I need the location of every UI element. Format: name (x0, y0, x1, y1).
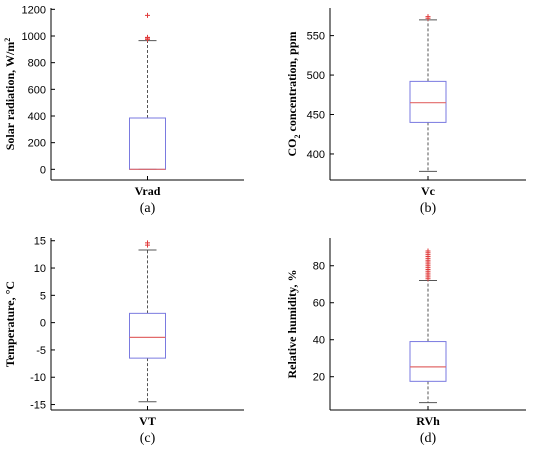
iqr-box (129, 117, 166, 170)
y-tick-label: 40 (313, 335, 325, 347)
outlier-point (425, 14, 431, 20)
y-tick-label: 500 (307, 70, 325, 82)
y-axis-label-main: Relative humidity, % (285, 269, 299, 378)
x-category-label: Vrad (135, 184, 161, 198)
y-tick-label: 5 (40, 290, 46, 302)
panel-d: 20 40 60 80 RVh Relative humidity, % (d) (285, 238, 526, 446)
y-axis-label-sup: 2 (3, 38, 12, 42)
y-axis-label-rest: concentration, ppm (285, 32, 299, 135)
y-tick-label: 550 (307, 31, 325, 43)
y-tick-label: -10 (30, 372, 46, 384)
y-tick-label: 450 (307, 110, 325, 122)
y-tick-label: 1200 (22, 4, 46, 16)
y-axis-label: Temperature, °C (3, 281, 17, 367)
outlier-point (145, 34, 150, 40)
panel-a: 0 200 400 600 800 1000 1200 Vrad Solar radiation… (3, 4, 244, 216)
y-tick-label: -5 (36, 345, 46, 357)
outlier-point (145, 12, 150, 18)
y-tick-label: 0 (40, 164, 46, 176)
y-tick-label: 200 (28, 138, 46, 150)
y-tick-label: 15 (34, 236, 46, 248)
y-axis-label-main: Temperature, °C (3, 281, 17, 367)
y-tick-label: 400 (28, 111, 46, 123)
y-tick-label: 600 (28, 84, 46, 96)
y-tick-label: -15 (30, 400, 46, 412)
y-axis-label-main: CO (285, 139, 299, 157)
iqr-box (129, 312, 166, 359)
y-axis-label: Relative humidity, % (285, 269, 299, 378)
y-axis-label: Solar radiation, W/m2 (3, 38, 17, 151)
iqr-box (409, 341, 447, 382)
y-axis-label-sub: 2 (293, 135, 302, 139)
iqr-box (409, 80, 447, 123)
panel-label: (b) (420, 201, 437, 216)
y-tick-label: 20 (313, 372, 325, 384)
outlier-point (425, 248, 431, 254)
panel-label: (c) (140, 431, 156, 446)
y-tick-label: 60 (313, 298, 325, 310)
y-tick-label: 1000 (22, 31, 46, 43)
x-category-label: Vc (421, 184, 436, 198)
y-axis-label-main: Solar radiation, W/m (3, 42, 17, 151)
y-axis-label: CO2 concentration, ppm (285, 32, 302, 157)
panel-label: (d) (420, 431, 437, 446)
y-tick-label: 10 (34, 263, 46, 275)
y-tick-label: 400 (307, 149, 325, 161)
x-category-label: VT (139, 414, 156, 428)
x-category-label: RVh (416, 414, 440, 428)
y-tick-label: 0 (40, 318, 46, 330)
panel-c: -15 -10 -5 0 5 10 15 VT Temperature, °C (c) (3, 236, 244, 446)
y-tick-label: 80 (313, 261, 325, 273)
panel-label: (a) (140, 201, 156, 216)
y-tick-label: 800 (28, 58, 46, 70)
outlier-point (145, 240, 150, 246)
panel-b: 400 450 500 550 Vc CO2 concentration, ppm (b) (285, 8, 526, 216)
